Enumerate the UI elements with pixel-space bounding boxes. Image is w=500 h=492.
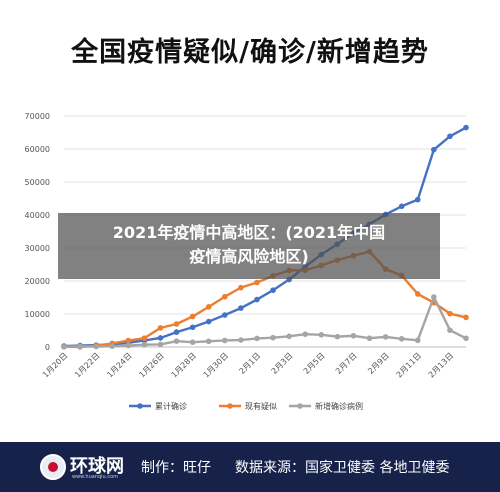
- legend-marker: [137, 403, 143, 409]
- y-tick-label: 70000: [25, 112, 50, 121]
- x-tick-label: 2月1日: [237, 351, 262, 376]
- data-point: [222, 293, 228, 300]
- data-point: [463, 124, 469, 131]
- x-tick-label: 2月3日: [270, 351, 295, 376]
- x-tick-label: 1月22日: [73, 351, 101, 379]
- y-tick-label: 20000: [25, 277, 50, 286]
- data-point: [302, 331, 309, 337]
- data-point: [222, 312, 228, 318]
- x-tick-label: 1月28日: [170, 351, 198, 379]
- footer-bar: 环球网 www.huanqiu.com 制作：旺仔 数据来源：国家卫健委 各地卫…: [0, 442, 500, 492]
- data-point: [463, 335, 469, 342]
- legend-label: 现有疑似: [245, 401, 277, 411]
- series-line-2: [63, 295, 467, 348]
- data-source: 数据来源：国家卫健委 各地卫健委: [235, 460, 450, 476]
- x-tick-label: 2月5日: [302, 351, 327, 376]
- y-tick-label: 40000: [25, 211, 50, 220]
- data-point: [238, 337, 244, 343]
- data-point: [398, 336, 405, 342]
- data-point: [254, 279, 260, 286]
- data-point: [61, 343, 67, 350]
- data-point: [414, 337, 421, 344]
- brand-name: 环球网: [70, 456, 124, 477]
- data-point: [222, 337, 228, 344]
- globe-logo-icon: [40, 454, 66, 480]
- data-point: [366, 335, 373, 342]
- caption-overlay: 2021年疫情中高地区：(2021年中国 疫情高风险地区): [58, 213, 440, 279]
- data-point: [125, 342, 132, 349]
- data-point: [109, 343, 116, 349]
- data-point: [189, 339, 196, 345]
- data-point: [334, 333, 341, 340]
- data-point: [382, 334, 389, 340]
- data-point: [431, 294, 437, 300]
- data-point: [447, 310, 453, 317]
- chart-title: 全国疫情疑似/确诊/新增趋势: [71, 37, 429, 68]
- brand-url: www.huanqiu.com: [72, 474, 118, 480]
- data-point: [431, 146, 437, 153]
- data-point: [157, 335, 164, 341]
- x-tick-label: 1月20日: [41, 351, 69, 379]
- data-point: [189, 324, 196, 331]
- x-tick-label: 1月30日: [202, 351, 230, 379]
- data-point: [141, 341, 148, 348]
- caption-line-2: 疫情高风险地区): [189, 247, 309, 266]
- data-point: [414, 196, 421, 203]
- data-point: [205, 318, 212, 325]
- legend-label: 新增确诊病例: [315, 401, 363, 411]
- data-point: [173, 321, 180, 327]
- data-point: [447, 133, 453, 140]
- legend-marker: [227, 403, 233, 409]
- data-point: [270, 287, 276, 294]
- y-tick-label: 30000: [25, 244, 50, 253]
- data-point: [254, 335, 260, 342]
- data-point: [205, 338, 212, 345]
- x-tick-label: 1月24日: [105, 351, 133, 379]
- data-point: [173, 338, 180, 344]
- y-tick-label: 0: [45, 343, 50, 352]
- data-point: [157, 341, 164, 348]
- data-point: [189, 313, 196, 320]
- y-tick-label: 60000: [25, 145, 50, 154]
- author-credit: 制作：旺仔: [141, 460, 211, 476]
- data-point: [286, 333, 292, 340]
- x-tick-label: 2月9日: [366, 351, 391, 376]
- data-point: [254, 296, 260, 303]
- y-tick-label: 10000: [25, 310, 50, 319]
- data-point: [270, 334, 276, 341]
- data-point: [93, 343, 99, 350]
- data-point: [238, 305, 244, 311]
- x-tick-label: 2月7日: [334, 351, 359, 376]
- data-point: [157, 325, 164, 331]
- data-point: [238, 284, 244, 291]
- data-point: [398, 203, 405, 210]
- legend-label: 累计确诊: [155, 401, 187, 411]
- data-point: [414, 291, 421, 297]
- x-tick-label: 2月13日: [427, 351, 455, 379]
- y-tick-label: 50000: [25, 178, 50, 187]
- x-tick-label: 1月26日: [137, 351, 165, 379]
- data-point: [205, 304, 212, 310]
- data-point: [318, 332, 325, 338]
- data-point: [463, 314, 469, 321]
- data-point: [77, 343, 83, 350]
- legend-marker: [297, 403, 303, 409]
- data-point: [125, 337, 132, 344]
- x-tick-label: 2月11日: [395, 351, 423, 379]
- data-point: [447, 327, 453, 334]
- caption-line-1: 2021年疫情中高地区：(2021年中国: [112, 223, 386, 242]
- data-point: [141, 335, 148, 341]
- data-point: [350, 332, 357, 339]
- data-point: [173, 329, 180, 335]
